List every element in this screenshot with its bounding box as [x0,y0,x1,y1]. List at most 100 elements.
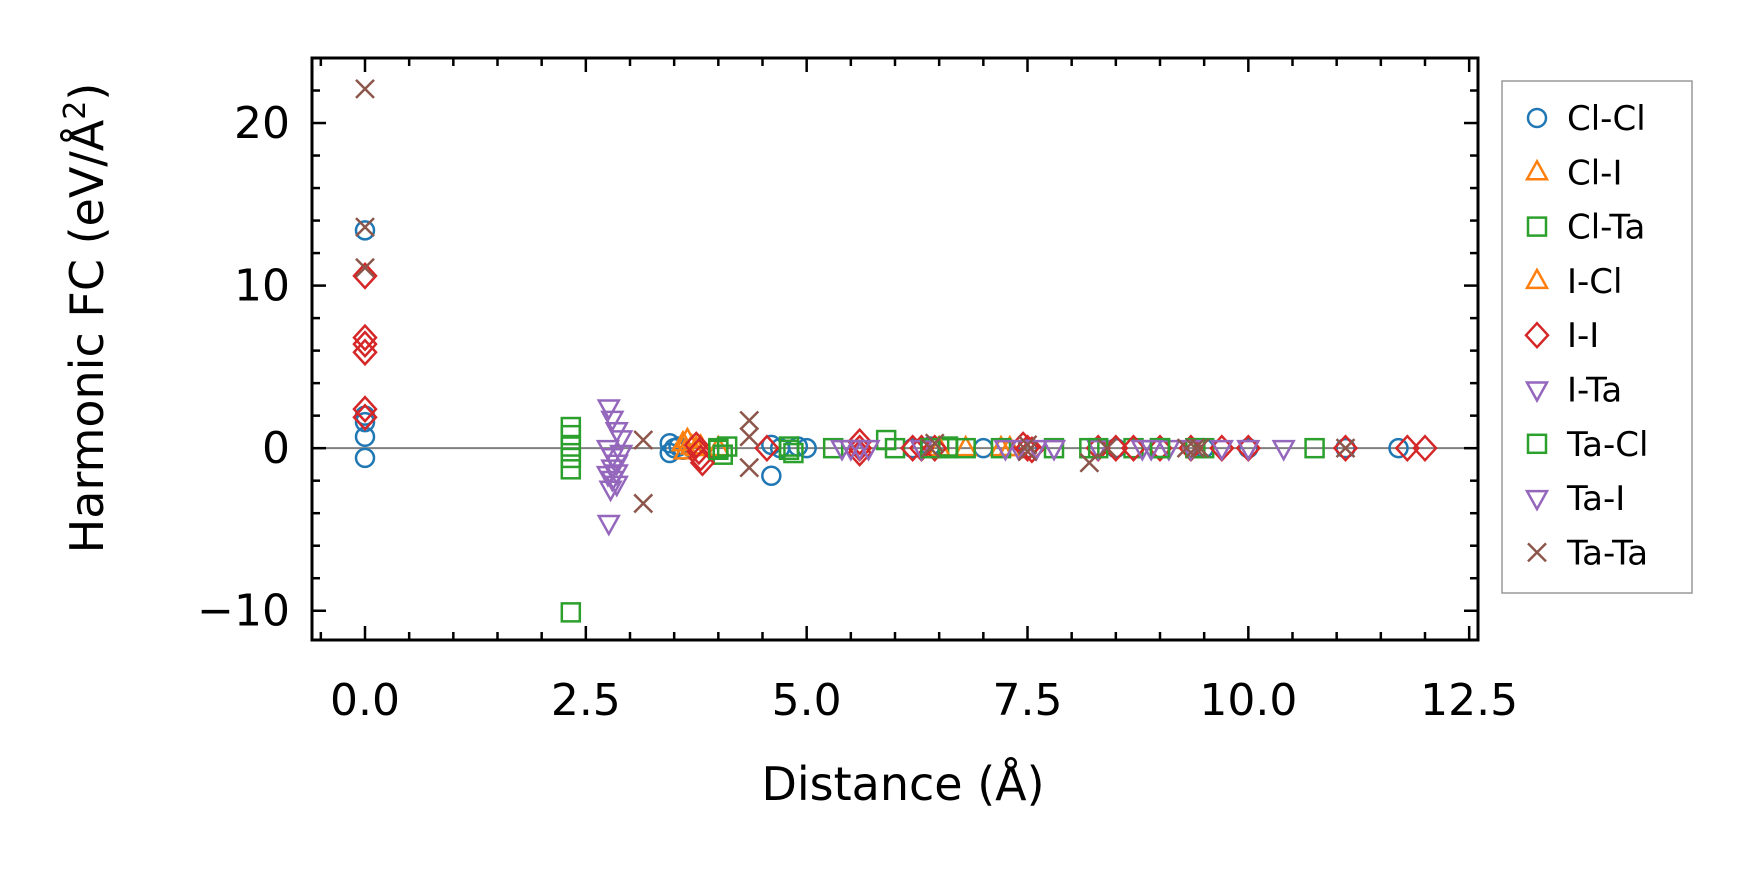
plot-frame [310,56,1480,642]
legend-entry: Cl-Ta [1526,208,1645,248]
y-axis-title-main: Harmonic FC (eV/Å [60,119,114,553]
data-point [1335,438,1356,459]
legend-label: I-Ta [1567,371,1622,411]
data-point [778,439,800,461]
data-point [1185,438,1206,459]
legend-marker [1526,433,1548,455]
data-point [560,447,582,469]
y-tick-label: 20 [234,98,290,149]
data-point [355,217,375,237]
data-point [754,434,780,463]
data-point [822,437,844,459]
data-point [1149,437,1171,459]
data-point [1079,452,1100,473]
x-tick-labels: 0.0 2.5 5.0 7.5 10.0 12.5 [330,675,1518,726]
legend-marker [1524,321,1550,350]
data-point [846,427,873,456]
data-point [990,437,1012,459]
data-point [1147,434,1173,463]
data-point [355,79,375,99]
data-point [354,411,376,433]
data-point [988,434,1014,457]
data-point [687,444,714,472]
legend-label: I-Cl [1567,262,1622,302]
series-ta-i [604,439,1261,487]
x-tick-label: 2.5 [551,675,621,726]
legend-label: Ta-Cl [1566,425,1648,465]
legend-marker [1526,107,1548,129]
y-tick-labels: −10 0 10 20 [197,98,290,637]
legend-label: Cl-Ta [1567,208,1645,248]
legend-label: Ta-Ta [1566,533,1648,573]
legend-entry: Ta-I [1524,479,1625,519]
x-tick-label: 7.5 [993,675,1063,726]
data-point [1189,438,1210,459]
series-ta-ta [355,79,1356,514]
legend: Cl-Cl Cl-I Cl-Ta I-Cl I-I I-Ta Ta-Cl Ta-I Ta-Ta [1501,80,1693,594]
data-point [352,261,378,290]
legend-entry: Ta-Ta [1527,533,1648,573]
data-point [993,439,1018,462]
data-point [352,395,378,424]
data-point [846,439,873,467]
data-point [1209,439,1234,462]
data-point [560,436,582,457]
minor-ticks [312,56,1478,640]
x-tick-label: 10.0 [1199,675,1297,726]
data-point [739,426,760,447]
data-point [847,439,872,462]
x-tick-label: 0.0 [330,675,400,726]
series-cl-cl [354,220,1409,487]
data-point [1335,437,1356,459]
data-point [596,514,621,537]
data-point [953,434,978,457]
legend-marker [1524,267,1550,290]
x-tick-label: 5.0 [772,675,842,726]
x-axis-title: Distance (Å) [761,757,1044,811]
legend-marker [1524,158,1550,181]
data-point [560,459,582,480]
data-point [1332,434,1359,463]
legend-label: Cl-Cl [1567,99,1646,139]
data-point [1017,441,1038,462]
data-point [354,447,376,469]
data-point [783,442,804,464]
data-point [352,323,378,352]
data-point [633,493,654,514]
data-point [1041,439,1067,462]
data-point [716,436,738,457]
legend-entry: Cl-Cl [1526,99,1646,139]
legend-label: Ta-I [1566,479,1625,519]
data-point [352,403,378,432]
data-point [560,424,582,446]
data-point [600,410,625,433]
data-point [1271,439,1296,462]
legend-label: I-I [1567,316,1599,356]
data-point [686,437,712,466]
y-tick-label: 10 [234,261,290,312]
legend-marker [1527,542,1547,563]
major-ticks [312,58,1478,640]
data-point [1103,434,1129,463]
data-point [1019,435,1045,464]
data-point [1097,438,1117,459]
data-point [884,437,906,459]
legend-marker [1524,489,1550,512]
data-point [924,433,945,454]
x-tick-label: 12.5 [1420,675,1518,726]
data-point [1139,439,1164,462]
legend-entry: Cl-I [1524,153,1622,193]
data-point [1120,434,1147,463]
data-point [1412,434,1438,463]
data-point [1086,439,1111,462]
legend-entry: Ta-Cl [1526,425,1648,465]
y-axis-title-close: ) [60,83,114,101]
y-tick-label: −10 [197,586,290,637]
data-point [739,410,760,431]
data-point [352,338,378,367]
data-point [739,457,760,478]
legend-entry: I-Ta [1524,371,1622,411]
data-point [598,480,623,503]
